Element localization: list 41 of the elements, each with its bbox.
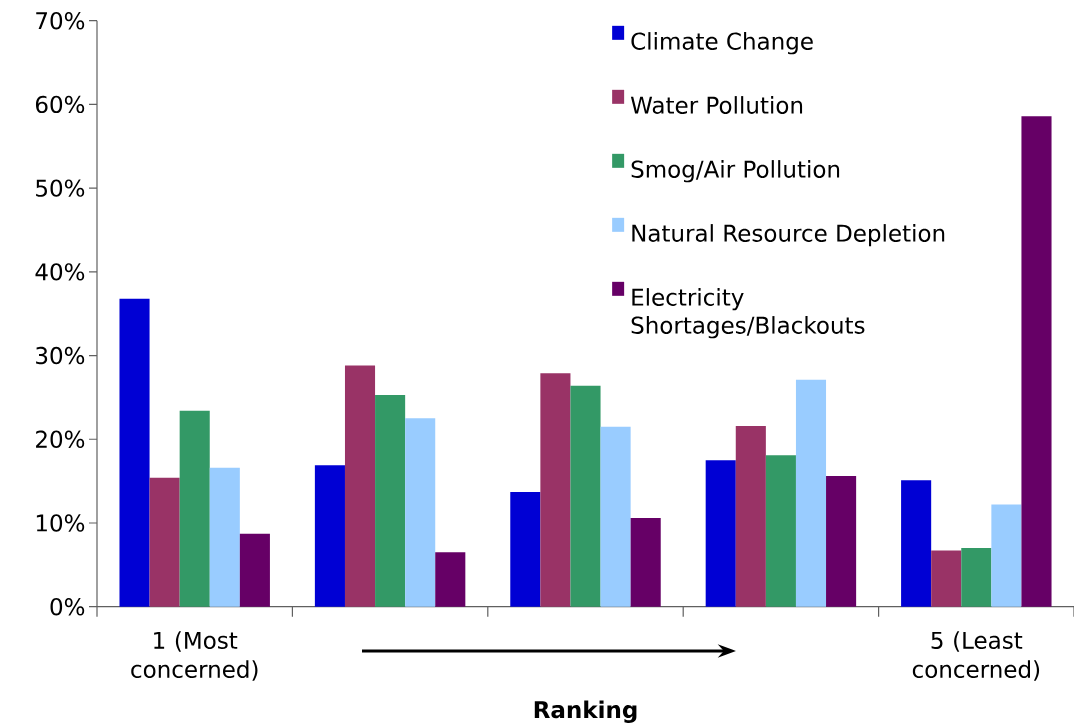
bar	[510, 492, 541, 607]
bar	[826, 476, 857, 607]
y-tick-label: 20%	[36, 430, 85, 448]
bar	[600, 426, 631, 607]
y-tick-label: 60%	[35, 95, 85, 114]
bar	[570, 385, 601, 607]
legend-label: Electricity Shortages/Blackouts	[631, 288, 865, 339]
bar	[209, 467, 240, 607]
bar	[991, 504, 1022, 607]
x-axis-title: Ranking	[534, 700, 637, 723]
legend-label: Climate Change	[631, 32, 813, 55]
bar	[149, 477, 180, 607]
legend-label: Smog/Air Pollution	[631, 160, 840, 183]
bar	[735, 425, 766, 607]
legend-label: Water Pollution	[630, 96, 803, 114]
bar	[344, 365, 376, 607]
y-tick-label: 10%	[36, 514, 85, 532]
bar	[795, 379, 827, 607]
legend-label: Natural Resource Depletion	[632, 224, 945, 247]
bar	[540, 373, 571, 607]
bar	[119, 298, 150, 607]
bar	[765, 455, 796, 607]
y-tick-label: 70%	[36, 11, 85, 30]
bar	[1021, 116, 1052, 607]
x-tick-label: 1 (Most concerned)	[131, 631, 258, 681]
bar	[179, 410, 210, 607]
y-tick-label: 30%	[36, 346, 85, 365]
bar	[961, 548, 992, 607]
y-tick-label: 0%	[50, 597, 85, 616]
bar	[705, 460, 736, 607]
bar	[239, 533, 270, 607]
bar	[931, 550, 962, 607]
y-tick-label: 40%	[35, 263, 85, 281]
bar	[630, 517, 661, 607]
bar	[435, 552, 466, 607]
bar	[901, 480, 932, 607]
x-tick-label: 5 (Least concerned)	[912, 631, 1040, 681]
y-tick-label: 50%	[36, 179, 85, 197]
bar	[314, 465, 345, 607]
bar	[405, 418, 436, 607]
bar	[375, 394, 406, 607]
